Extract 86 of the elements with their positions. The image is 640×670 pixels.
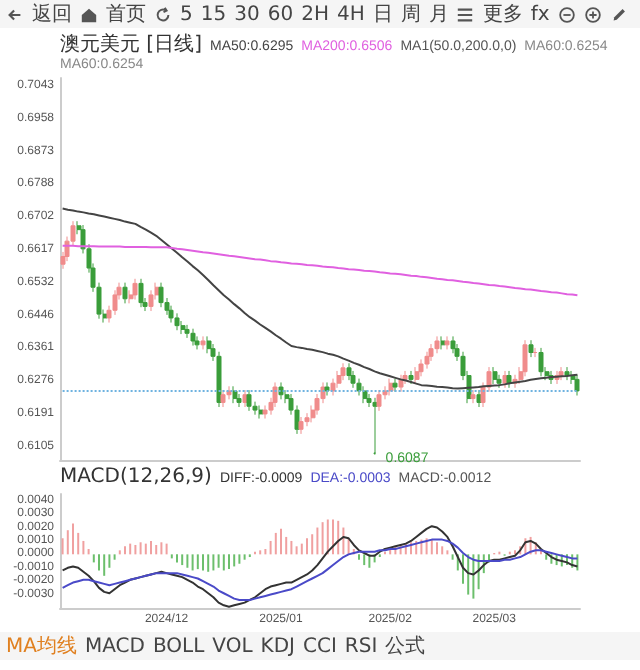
text: BOLL bbox=[152, 635, 205, 657]
candlestick bbox=[236, 393, 242, 408]
candlestick bbox=[324, 381, 330, 396]
text: 2H bbox=[301, 3, 329, 25]
candlestick bbox=[168, 305, 174, 324]
candlestick bbox=[200, 335, 206, 350]
candlestick bbox=[336, 370, 342, 389]
candlestick bbox=[506, 370, 512, 389]
candlestick bbox=[450, 335, 456, 354]
text: 更多 bbox=[482, 2, 523, 28]
candlestick bbox=[440, 335, 446, 350]
text: MA均线 bbox=[6, 633, 77, 660]
text: fx bbox=[530, 3, 550, 25]
candlestick bbox=[148, 289, 154, 312]
text: 60 bbox=[267, 3, 294, 25]
candlestick bbox=[278, 381, 284, 400]
candlestick bbox=[574, 374, 580, 396]
candlestick bbox=[180, 320, 186, 335]
text: 返回 bbox=[32, 1, 72, 28]
candlestick bbox=[538, 347, 544, 377]
text: 日 bbox=[372, 2, 393, 28]
candlestick bbox=[174, 312, 180, 331]
line-series bbox=[61, 207, 579, 390]
candlestick bbox=[272, 381, 278, 408]
candlestick bbox=[304, 412, 310, 427]
candlestick bbox=[340, 362, 346, 381]
candlestick bbox=[388, 378, 394, 396]
candlestick bbox=[298, 416, 304, 435]
text: 周 bbox=[400, 2, 421, 28]
text: RSI bbox=[344, 635, 378, 657]
candlestick bbox=[258, 404, 264, 420]
candlestick bbox=[496, 374, 502, 389]
line-series bbox=[61, 244, 579, 297]
candlestick bbox=[392, 378, 398, 393]
text: VOL bbox=[212, 635, 253, 657]
candlestick bbox=[444, 335, 450, 350]
candlestick bbox=[330, 378, 336, 396]
candlestick bbox=[408, 370, 414, 385]
chart-title: MACD(12,26,9) bbox=[60, 466, 212, 488]
text: 15 bbox=[200, 3, 227, 25]
candlestick bbox=[492, 366, 498, 385]
candlestick bbox=[220, 389, 226, 408]
text: CCI bbox=[302, 635, 337, 657]
candlestick bbox=[376, 389, 382, 412]
candlestick bbox=[476, 389, 482, 408]
text: 5 bbox=[180, 3, 193, 25]
line-series bbox=[61, 538, 579, 601]
candlestick bbox=[158, 282, 164, 308]
candlestick bbox=[350, 370, 356, 389]
text: 公式 bbox=[385, 633, 426, 660]
candlestick bbox=[226, 385, 232, 400]
candlestick bbox=[112, 289, 118, 316]
text: 4H bbox=[336, 3, 365, 25]
candlestick bbox=[428, 343, 434, 362]
text: 30 bbox=[234, 3, 260, 25]
candlestick bbox=[262, 404, 268, 420]
candlestick bbox=[242, 389, 248, 408]
chart-title: 澳元美元 [日线] bbox=[60, 31, 202, 58]
candlestick bbox=[190, 328, 196, 347]
candlestick bbox=[122, 282, 128, 304]
candlestick bbox=[522, 339, 528, 377]
candlestick bbox=[414, 366, 420, 385]
candlestick bbox=[184, 324, 190, 339]
text: KDJ bbox=[260, 635, 295, 657]
candlestick bbox=[424, 351, 430, 370]
candlestick bbox=[418, 358, 424, 377]
candlestick bbox=[470, 389, 476, 404]
text: 月 bbox=[428, 2, 449, 28]
candlestick bbox=[532, 347, 538, 358]
candlestick bbox=[372, 397, 378, 454]
text: 首页 bbox=[106, 2, 146, 28]
candlestick bbox=[232, 385, 238, 404]
candlestick bbox=[216, 351, 222, 408]
candlestick bbox=[402, 370, 408, 385]
candlestick bbox=[528, 339, 534, 358]
candlestick bbox=[132, 278, 138, 301]
candlestick bbox=[138, 278, 144, 308]
candlestick bbox=[194, 335, 200, 350]
candlestick bbox=[206, 335, 212, 354]
text: MACD bbox=[84, 635, 145, 657]
candlestick bbox=[246, 389, 252, 412]
candlestick bbox=[346, 362, 352, 381]
candlestick bbox=[362, 385, 368, 404]
candlestick bbox=[356, 378, 362, 396]
candlestick bbox=[502, 370, 508, 389]
candlestick bbox=[434, 335, 440, 354]
